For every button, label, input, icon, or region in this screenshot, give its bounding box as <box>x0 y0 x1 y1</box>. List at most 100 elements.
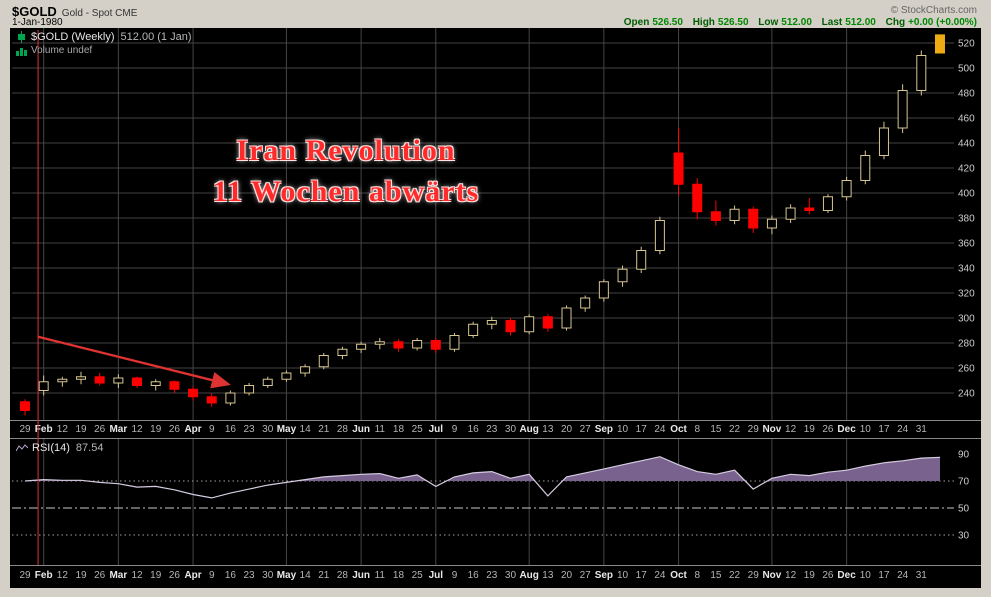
svg-text:27: 27 <box>580 424 592 435</box>
price-legend: $GOLD (Weekly) 512.00 (1 Jan) <box>16 31 191 43</box>
svg-text:Jun: Jun <box>352 424 370 435</box>
symbol-label: $GOLD <box>12 4 57 19</box>
svg-text:30: 30 <box>958 531 970 542</box>
svg-text:Dec: Dec <box>837 570 856 581</box>
svg-text:Sep: Sep <box>595 570 613 581</box>
quote-open-label: Open <box>623 17 650 28</box>
svg-text:28: 28 <box>337 570 349 581</box>
svg-text:19: 19 <box>804 570 816 581</box>
annotation-line2: 11 Wochen abwärts <box>212 175 480 208</box>
svg-text:19: 19 <box>804 424 816 435</box>
svg-text:13: 13 <box>542 424 554 435</box>
quote-low-value: 512.00 <box>781 17 812 28</box>
svg-text:260: 260 <box>958 364 975 375</box>
svg-text:10: 10 <box>860 424 872 435</box>
svg-text:26: 26 <box>169 424 181 435</box>
svg-text:24: 24 <box>654 570 666 581</box>
svg-text:13: 13 <box>542 570 554 581</box>
svg-text:Nov: Nov <box>762 570 781 581</box>
svg-text:21: 21 <box>318 424 330 435</box>
svg-text:26: 26 <box>94 570 106 581</box>
quote-last-label: Last <box>821 17 843 28</box>
quote-chg-label: Chg <box>885 17 906 28</box>
svg-text:Jun: Jun <box>352 570 370 581</box>
svg-text:9: 9 <box>209 570 215 581</box>
svg-text:26: 26 <box>94 424 106 435</box>
svg-text:360: 360 <box>958 239 975 250</box>
price-legend-value: 512.00 (1 Jan) <box>120 31 192 43</box>
svg-text:12: 12 <box>57 424 69 435</box>
svg-text:31: 31 <box>916 424 928 435</box>
svg-text:15: 15 <box>710 424 722 435</box>
svg-text:10: 10 <box>617 424 629 435</box>
volume-legend: Volume undef <box>16 45 92 56</box>
svg-text:30: 30 <box>505 570 517 581</box>
candlestick-icon <box>18 31 25 43</box>
annotation-text: Iran Revolution 11 Wochen abwärts <box>150 130 542 212</box>
svg-text:420: 420 <box>958 164 975 175</box>
svg-text:29: 29 <box>19 570 31 581</box>
price-legend-symbol: $GOLD (Weekly) <box>31 31 115 43</box>
svg-text:24: 24 <box>654 424 666 435</box>
svg-text:12: 12 <box>131 570 143 581</box>
svg-text:30: 30 <box>262 570 274 581</box>
svg-text:Mar: Mar <box>109 424 127 435</box>
svg-text:12: 12 <box>785 424 797 435</box>
svg-text:25: 25 <box>412 424 424 435</box>
svg-text:17: 17 <box>636 570 648 581</box>
svg-text:Feb: Feb <box>35 570 53 581</box>
svg-text:28: 28 <box>337 424 349 435</box>
chart-date: 1-Jan-1980 <box>12 17 63 28</box>
svg-text:17: 17 <box>636 424 648 435</box>
header-row-quote: 1-Jan-1980 Open 526.50 High 526.50 Low 512.… <box>12 17 977 28</box>
svg-text:24: 24 <box>897 570 909 581</box>
svg-text:Apr: Apr <box>184 570 201 581</box>
quote-chg-value: +0.00 (+0.00%) <box>908 17 977 28</box>
svg-text:19: 19 <box>75 570 87 581</box>
price-rsi-chart-canvas: 2929FebFeb121219192626MarMar121219192626… <box>10 28 981 581</box>
svg-text:14: 14 <box>300 424 312 435</box>
svg-text:14: 14 <box>300 570 312 581</box>
svg-text:Mar: Mar <box>109 570 127 581</box>
svg-text:21: 21 <box>318 570 330 581</box>
svg-text:12: 12 <box>785 570 797 581</box>
svg-text:15: 15 <box>710 570 722 581</box>
svg-text:30: 30 <box>262 424 274 435</box>
svg-text:440: 440 <box>958 139 975 150</box>
svg-text:19: 19 <box>150 570 162 581</box>
rsi-line-icon <box>16 444 28 452</box>
svg-text:400: 400 <box>958 189 975 200</box>
svg-text:Jul: Jul <box>429 570 444 581</box>
svg-text:9: 9 <box>452 424 458 435</box>
svg-text:300: 300 <box>958 314 975 325</box>
svg-text:11: 11 <box>375 424 386 435</box>
svg-text:520: 520 <box>958 39 975 50</box>
copyright-link[interactable]: © StockCharts.com <box>890 5 977 16</box>
svg-text:320: 320 <box>958 289 975 300</box>
svg-text:31: 31 <box>916 570 928 581</box>
volume-legend-label: Volume undef <box>31 45 93 56</box>
svg-text:Sep: Sep <box>595 424 613 435</box>
svg-text:29: 29 <box>748 424 760 435</box>
quote-bar: Open 526.50 High 526.50 Low 512.00 Last 512.… <box>617 17 977 28</box>
svg-text:Jul: Jul <box>429 424 444 435</box>
svg-text:12: 12 <box>57 570 69 581</box>
svg-text:16: 16 <box>468 424 480 435</box>
svg-text:17: 17 <box>878 424 890 435</box>
svg-text:26: 26 <box>822 570 834 581</box>
svg-text:9: 9 <box>452 570 458 581</box>
svg-text:16: 16 <box>225 424 237 435</box>
svg-text:90: 90 <box>958 450 970 461</box>
svg-text:16: 16 <box>468 570 480 581</box>
header-row-symbol: $GOLD Gold - Spot CME © StockCharts.com <box>12 3 977 19</box>
svg-text:Nov: Nov <box>762 424 781 435</box>
svg-text:24: 24 <box>897 424 909 435</box>
svg-text:Apr: Apr <box>184 424 201 435</box>
svg-text:19: 19 <box>75 424 87 435</box>
svg-text:10: 10 <box>860 570 872 581</box>
svg-text:Dec: Dec <box>837 424 856 435</box>
svg-text:70: 70 <box>958 477 970 488</box>
svg-text:23: 23 <box>244 424 256 435</box>
svg-text:23: 23 <box>486 424 498 435</box>
